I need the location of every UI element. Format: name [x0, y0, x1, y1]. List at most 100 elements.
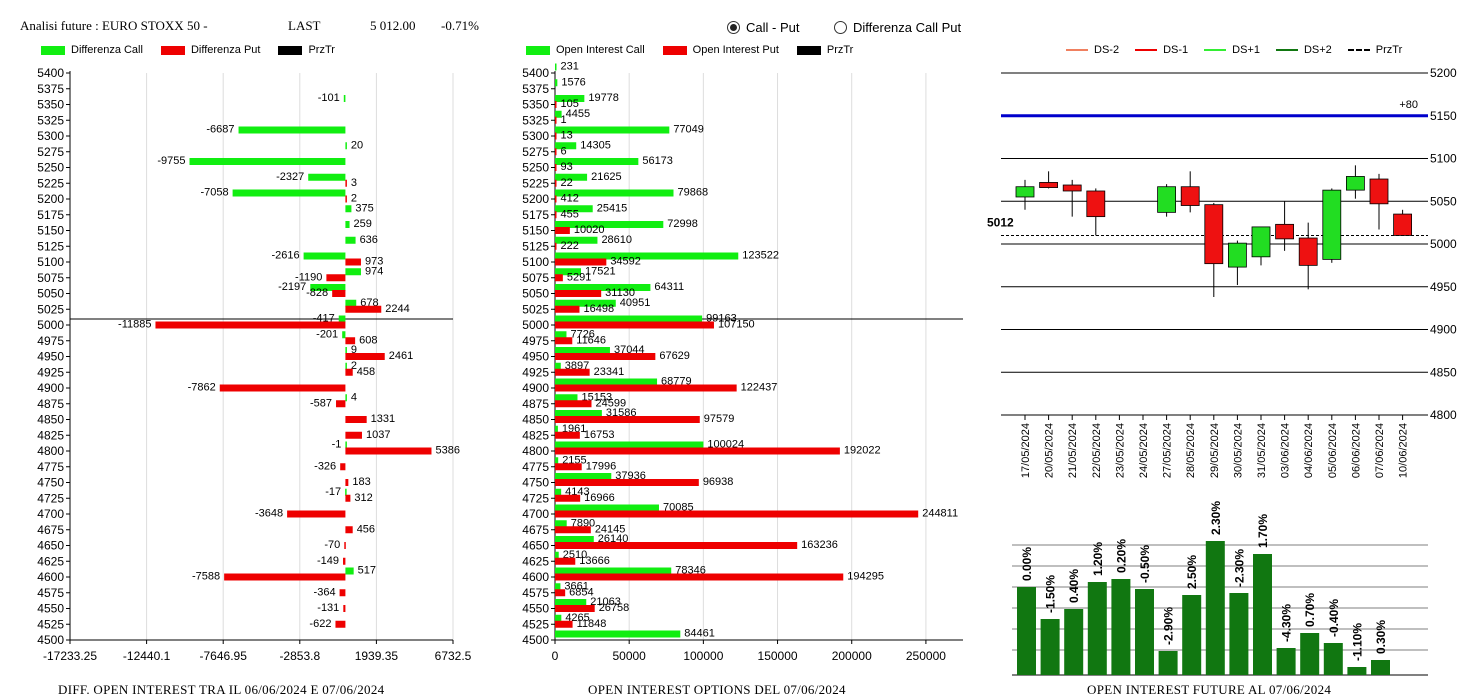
date-label: 20/05/2024 [1044, 423, 1056, 478]
strike-label: 4875 [37, 397, 64, 411]
strike-label: 4600 [37, 570, 64, 584]
future-bar [1158, 651, 1178, 675]
bar-put [555, 620, 573, 628]
strike-label: 5150 [522, 224, 549, 238]
strike-label: 4700 [37, 507, 64, 521]
bar-value-label: 5386 [435, 445, 459, 457]
strike-label: 4500 [37, 633, 64, 647]
bar-value-label: 2 [351, 360, 357, 372]
bar-value-label: -70 [324, 539, 340, 551]
radio-differenza-label: Differenza Call Put [853, 20, 962, 35]
strike-label: 4975 [37, 334, 64, 348]
bar-call [555, 536, 594, 543]
candle-up [1251, 226, 1271, 258]
bar-put [555, 337, 573, 345]
bar-value-label: 163236 [801, 539, 838, 551]
strike-label: 5325 [522, 113, 549, 127]
bar-call [555, 236, 598, 244]
future-bar [1064, 609, 1084, 675]
bar-put [345, 416, 367, 423]
strike-label: 5300 [522, 129, 549, 143]
bar-call [555, 252, 739, 260]
legend-label-ds-p1: DS+1 [1232, 44, 1260, 56]
strike-label: 5300 [37, 129, 64, 143]
legend-swatch-call [41, 45, 65, 55]
bar-put [555, 447, 840, 455]
bar-call [345, 347, 347, 354]
bar-value-label: 13666 [579, 555, 610, 567]
future-bar-label: -4.30% [1280, 604, 1294, 642]
bar-put [555, 242, 557, 250]
bar-value-label: 6854 [569, 586, 593, 598]
date-label: 17/05/2024 [1020, 423, 1032, 478]
date-label: 29/05/2024 [1209, 423, 1221, 478]
future-bar-label: -0.40% [1327, 599, 1341, 637]
bar-value-label: 259 [354, 218, 372, 230]
strike-label: 4650 [522, 539, 549, 553]
bar-put [555, 431, 580, 439]
price-tick-label: 5150 [1430, 109, 1457, 123]
bar-put [555, 211, 557, 219]
future-bar [1323, 643, 1343, 675]
date-label: 23/05/2024 [1114, 423, 1126, 478]
bar-put [343, 557, 346, 565]
radio-unselected-icon [834, 21, 847, 34]
bar-put [336, 400, 346, 408]
bar-value-label: 244811 [922, 508, 958, 520]
footer-left: DIFF. OPEN INTEREST TRA IL 06/06/2024 E … [58, 682, 385, 697]
bar-put [345, 305, 382, 313]
strike-label: 4625 [522, 554, 549, 568]
bar-value-label: 9 [351, 344, 357, 356]
bar-put [345, 179, 347, 187]
bar-put [555, 510, 919, 518]
future-bar [1182, 595, 1202, 675]
bar-put [555, 164, 557, 171]
candle-down [1204, 204, 1224, 265]
bar-put [345, 368, 353, 376]
strike-label: 4525 [522, 617, 549, 631]
bar-call [555, 567, 672, 575]
x-tick-label: 200000 [832, 649, 872, 663]
bar-value-label: 72998 [667, 218, 698, 230]
bar-value-label: 79868 [677, 187, 708, 199]
bar-value-label: 93 [561, 161, 573, 173]
bar-value-label: 22 [561, 177, 573, 189]
future-bar [1205, 541, 1225, 675]
bar-value-label: -101 [318, 92, 340, 104]
radio-call-put[interactable]: Call - Put [727, 20, 799, 35]
bar-call [345, 142, 347, 150]
bar-value-label: 458 [357, 366, 375, 378]
bar-call [308, 173, 346, 181]
strike-label: 5250 [522, 161, 549, 175]
bar-value-label: -7058 [200, 187, 228, 199]
bar-value-label: -201 [316, 328, 338, 340]
bar-put [345, 195, 347, 203]
bar-call [345, 268, 361, 276]
radio-differenza-call-put[interactable]: Differenza Call Put [834, 20, 961, 35]
future-bar-label: 0.40% [1067, 569, 1081, 603]
future-bar [1347, 667, 1367, 675]
bar-call [555, 551, 559, 559]
legend-right: DS-2 DS-1 DS+1 DS+2 PrzTr [1066, 44, 1402, 56]
strike-label: 4925 [37, 365, 64, 379]
legend-label-ds-p2: DS+2 [1303, 44, 1332, 56]
bar-value-label: 40951 [620, 297, 651, 309]
strike-label: 5200 [37, 192, 64, 206]
strike-label: 5175 [37, 208, 64, 222]
future-bar-label: -2.30% [1232, 549, 1246, 587]
date-label: 22/05/2024 [1091, 423, 1103, 478]
bar-put [345, 258, 361, 266]
strike-label: 5025 [37, 302, 64, 316]
bar-call [555, 488, 562, 496]
bar-call [345, 488, 347, 496]
bar-value-label: 123522 [742, 250, 779, 262]
bar-value-label: 2461 [389, 350, 413, 362]
bar-put [343, 605, 346, 612]
strike-label: 4650 [37, 539, 64, 553]
future-bar [1229, 593, 1249, 675]
bar-call [555, 331, 567, 339]
bar-value-label: -17 [325, 486, 341, 498]
blue-line-label: +80 [1399, 99, 1418, 111]
bar-value-label: 455 [561, 208, 579, 220]
bar-value-label: 97579 [704, 413, 735, 425]
